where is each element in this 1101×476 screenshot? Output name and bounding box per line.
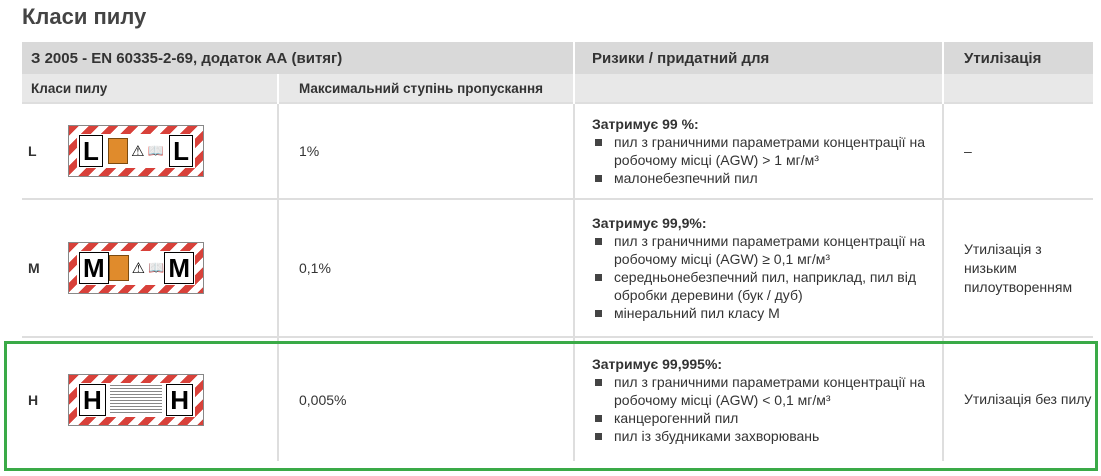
dust-class-letter: M (28, 260, 40, 276)
header-standard: З 2005 - EN 60335-2-69, додаток АА (витя… (22, 42, 575, 74)
disposal-value: – (943, 102, 1093, 199)
warning-triangle-icon: ⚠ (131, 260, 146, 277)
risks-cell: Затримує 99,995%: пил з граничними парам… (574, 336, 944, 461)
dust-class-h-label: H H (68, 373, 204, 426)
subheader-risks-empty (574, 74, 944, 103)
risk-item: канцерогенний пил (592, 409, 934, 427)
dust-class-letter: L (28, 143, 37, 159)
label-letter-left: H (79, 383, 106, 416)
dust-class-letter: H (28, 391, 39, 408)
table-header-row: З 2005 - EN 60335-2-69, додаток АА (витя… (22, 42, 1093, 74)
subheader-max-transmission: Максимальний ступінь пропускання (278, 74, 575, 103)
retains-heading: Затримує 99,995%: (592, 355, 723, 372)
label-letter-right: L (169, 135, 193, 167)
label-letter-right: M (164, 252, 194, 284)
transmission-value: 0,1% (278, 198, 575, 337)
risks-cell: Затримує 99 %: пил з граничними параметр… (574, 102, 944, 199)
page-title: Класи пилу (22, 4, 147, 29)
disposal-value: Утилізація з низьким пилоутворенням (943, 198, 1093, 337)
risk-item: пил із збудниками захворювань (592, 427, 934, 445)
table-row-h: H H H 0,005% Затримує 99,995%: пил з гра… (22, 336, 1093, 461)
label-letter-left: L (79, 135, 103, 167)
subheader-dust-class: Класи пилу (22, 74, 279, 103)
risk-item: середньонебезпечний пил, наприклад, пил … (592, 268, 934, 304)
risk-item: пил з граничними параметрами концентраці… (592, 133, 934, 169)
warning-triangle-icon: ⚠ (131, 143, 145, 160)
orange-hazard-symbol (108, 255, 129, 281)
label-fine-print (109, 384, 163, 415)
risk-item: пил з граничними параметрами концентраці… (592, 232, 934, 268)
retains-heading: Затримує 99 %: (592, 116, 699, 132)
risk-item: пил з граничними параметрами концентраці… (592, 373, 934, 409)
dust-class-cell: H H H (22, 336, 279, 461)
dust-class-table: З 2005 - EN 60335-2-69, додаток АА (витя… (22, 42, 1093, 461)
risk-item: малонебезпечний пил (592, 169, 934, 187)
label-letter-right: H (166, 383, 193, 416)
dust-class-m-label: M ⚠ 📖 M (68, 242, 204, 294)
manual-book-icon: 📖 (147, 143, 164, 158)
subheader-disposal-empty (943, 74, 1093, 103)
table-row-m: M M ⚠ 📖 M 0,1% Затримує 99,9%: (22, 198, 1093, 337)
header-risks: Ризики / придатний для (574, 42, 944, 74)
retains-heading: Затримує 99,9%: (592, 215, 707, 231)
dust-class-cell: L L ⚠ 📖 L (22, 102, 279, 199)
table-row-l: L L ⚠ 📖 L 1% Затримує 99 %: (22, 102, 1093, 199)
manual-book-icon: 📖 (148, 260, 165, 275)
orange-hazard-symbol (108, 138, 129, 164)
header-disposal: Утилізація (943, 42, 1093, 74)
dust-class-l-label: L ⚠ 📖 L (68, 125, 204, 177)
table-subheader-row: Класи пилу Максимальний ступінь пропуска… (22, 74, 1093, 103)
disposal-value: Утилізація без пилу (943, 336, 1093, 461)
label-letter-left: M (79, 252, 109, 284)
transmission-value: 1% (278, 102, 575, 199)
risk-item: мінеральний пил класу M (592, 304, 934, 322)
transmission-value: 0,005% (278, 336, 575, 461)
risks-cell: Затримує 99,9%: пил з граничними парамет… (574, 198, 944, 337)
dust-class-cell: M M ⚠ 📖 M (22, 198, 279, 337)
